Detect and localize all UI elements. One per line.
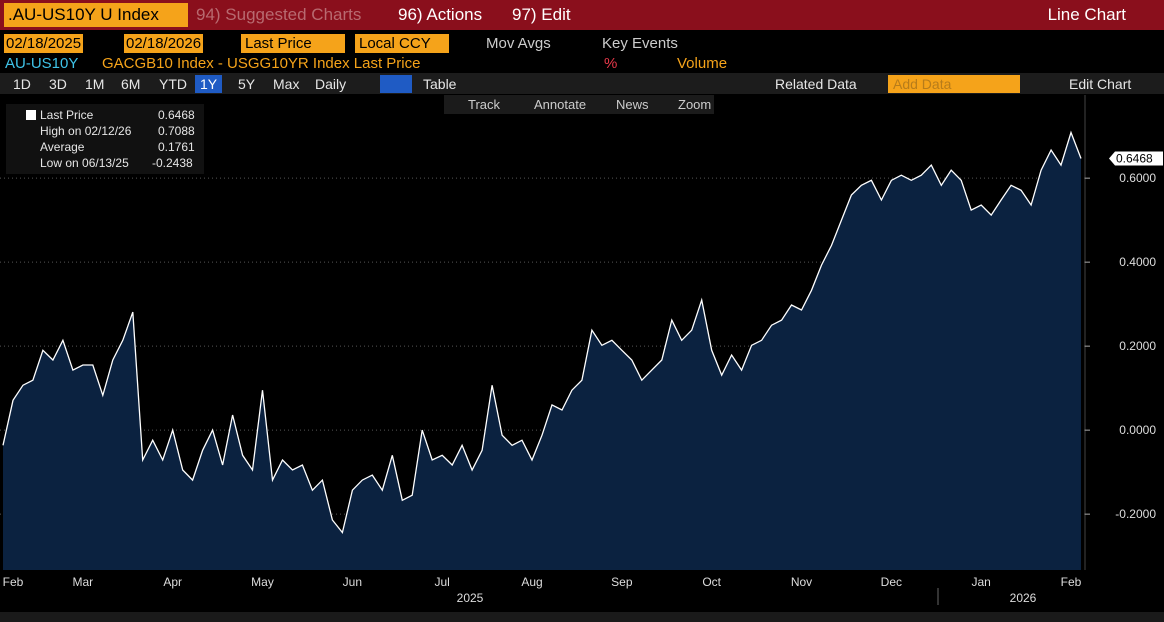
currency-select[interactable]: Local CCY — [355, 34, 449, 53]
stat-value: 0.1761 — [158, 140, 195, 154]
y-tick-label: 0.2000 — [1119, 339, 1156, 353]
footer — [0, 612, 1164, 622]
period-button[interactable]: 6M — [121, 76, 141, 92]
suggested-charts[interactable]: 94) Suggested Charts — [196, 5, 362, 24]
last-value-tag — [1109, 151, 1163, 166]
key-events[interactable]: Key Events — [602, 35, 678, 52]
x-tick-label: Jun — [343, 575, 362, 589]
price-line — [2, 130, 1082, 534]
stat-label: Last Price — [40, 108, 94, 122]
x-year-label: 2025 — [457, 591, 484, 605]
x-tick-label: Feb — [3, 575, 24, 589]
period-button[interactable]: 1Y — [195, 75, 223, 93]
volume: Volume — [677, 55, 728, 72]
x-tick-label: Dec — [881, 575, 902, 589]
mov-avgs[interactable]: Mov Avgs — [486, 35, 551, 52]
last-value-label: 0.6468 — [1116, 152, 1153, 166]
table-button[interactable]: Table — [423, 76, 457, 92]
title-bar — [0, 0, 1164, 30]
x-tick-label: Apr — [163, 575, 182, 589]
edit-chart[interactable]: Edit Chart — [1069, 76, 1132, 92]
y-tick-label: 0.4000 — [1119, 255, 1156, 269]
y-tick-label: 0.6000 — [1119, 171, 1156, 185]
tool[interactable]: Annotate — [534, 97, 587, 112]
actions-menu[interactable]: 96) Actions — [398, 5, 483, 24]
edit-menu[interactable]: 97) Edit — [512, 5, 571, 24]
start-date[interactable]: 02/18/2025 — [4, 34, 84, 53]
period-button[interactable]: 1M — [85, 76, 105, 92]
x-tick-label: Oct — [702, 575, 721, 589]
chart-type: Line Chart — [1047, 5, 1126, 24]
stat-label: Low on 06/13/25 — [40, 156, 129, 170]
x-tick-label: Mar — [73, 575, 94, 589]
x-tick-label: May — [251, 575, 274, 589]
x-tick-label: Feb — [1061, 575, 1082, 589]
tool[interactable]: Zoom — [678, 97, 712, 112]
tool[interactable]: Track — [468, 97, 501, 112]
period-button[interactable]: Max — [273, 76, 300, 92]
stat-value: 0.6468 — [158, 108, 195, 122]
x-year-label: 2026 — [1010, 591, 1037, 605]
period-button[interactable]: YTD — [159, 76, 187, 92]
period-button[interactable]: 5Y — [238, 76, 256, 92]
x-tick-label: Sep — [611, 575, 633, 589]
field-select[interactable]: Last Price — [241, 34, 345, 53]
line-chart-icon[interactable] — [380, 75, 412, 93]
stats-legend: Last Price 0.6468 High on 02/12/26 0.708… — [6, 104, 204, 174]
period-button[interactable]: 3D — [49, 76, 67, 92]
series-description: GACGB10 Index - USGG10YR Index Last Pric… — [102, 55, 421, 72]
stat-value: 0.7088 — [158, 124, 195, 138]
frequency-select[interactable]: Daily — [315, 76, 347, 92]
stat-label: Average — [40, 140, 85, 154]
x-tick-label: Jan — [972, 575, 991, 589]
stat-value: -0.2438 — [152, 156, 193, 170]
tool[interactable]: News — [616, 97, 649, 112]
area-fill — [3, 132, 1081, 570]
security-field[interactable]: .AU-US10Y U Index — [4, 3, 188, 27]
x-tick-label: Nov — [791, 575, 812, 589]
unit: % — [604, 55, 618, 72]
add-data[interactable]: Add Data — [888, 75, 1020, 93]
chart-tools: Track Annotate News Zoom — [444, 95, 714, 114]
toolbar — [0, 73, 1164, 94]
related-data[interactable]: Related Data — [775, 76, 857, 92]
x-tick-label: Aug — [521, 575, 542, 589]
legend-swatch — [26, 110, 36, 120]
y-tick-label: 0.0000 — [1119, 423, 1156, 437]
stat-label: High on 02/12/26 — [40, 124, 132, 138]
period-button[interactable]: 1D — [13, 76, 31, 92]
end-date[interactable]: 02/18/2026 — [124, 34, 204, 53]
y-tick-label: -0.2000 — [1115, 507, 1156, 521]
x-tick-label: Jul — [435, 575, 450, 589]
series-ticker: AU-US10Y — [5, 55, 79, 72]
